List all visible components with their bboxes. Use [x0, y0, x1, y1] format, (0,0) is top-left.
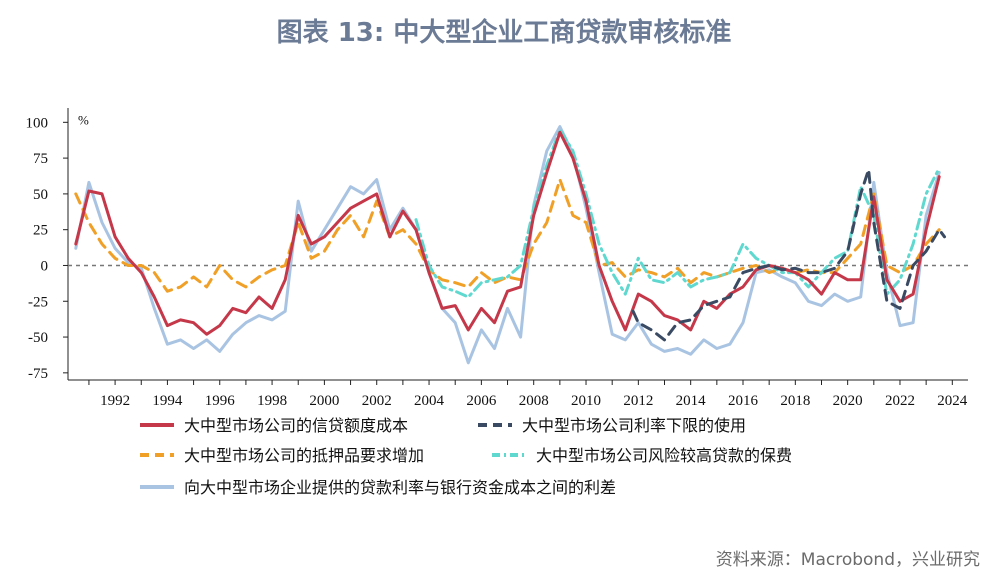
legend-label-4: 向大中型市场企业提供的贷款利率与银行资金成本之间的利差 [184, 478, 616, 497]
series-layer [74, 125, 946, 365]
series-line-2 [74, 178, 941, 293]
x-tick-label: 2006 [466, 393, 497, 409]
x-tick-label: 2012 [623, 393, 653, 409]
x-tick-label: 2022 [885, 393, 915, 409]
chart-axes: 100 75 50 25 0 -25 -50 -75% 1992 1994 1996 1998 2000… [26, 108, 968, 409]
y-tick-label: 100 [26, 115, 49, 131]
legend-label-3: 大中型市场公司风险较高贷款的保费 [536, 446, 792, 465]
y-unit-label: % [78, 112, 89, 127]
legend-label-2: 大中型市场公司的抵押品要求增加 [184, 446, 424, 465]
legend-label-1: 大中型市场公司利率下限的使用 [522, 416, 746, 435]
y-tick-label: 50 [33, 187, 48, 203]
x-tick-label: 1998 [257, 393, 287, 409]
x-tick-label: 2004 [414, 393, 445, 409]
x-tick-label: 1992 [100, 393, 130, 409]
x-tick-label: 2014 [676, 393, 707, 409]
y-tick-label: -25 [28, 294, 48, 310]
line-chart: 100 75 50 25 0 -25 -50 -75% 1992 1994 1996 1998 2000… [26, 108, 968, 497]
y-tick-label: 25 [33, 223, 48, 239]
x-tick-label: 2020 [833, 393, 863, 409]
y-tick-label: -50 [28, 330, 48, 346]
y-tick-label: -75 [28, 366, 48, 382]
y-tick-label: 0 [41, 258, 49, 274]
x-tick-label: 2010 [571, 393, 601, 409]
x-tick-label: 2000 [309, 393, 339, 409]
series-line-1 [631, 168, 946, 342]
y-tick-label: 75 [33, 151, 48, 167]
x-tick-label: 2008 [519, 393, 549, 409]
x-tick-label: 1996 [205, 393, 236, 409]
source-note: 资料来源：Macrobond，兴业研究 [715, 550, 980, 570]
legend: 大中型市场公司的信贷额度成本 大中型市场公司利率下限的使用大中型市场公司的抵押品要… [140, 416, 792, 497]
legend-label-0: 大中型市场公司的信贷额度成本 [184, 416, 408, 435]
x-tick-label: 2016 [728, 393, 759, 409]
x-tick-label: 2002 [362, 393, 392, 409]
chart-title: 图表 13: 中大型企业工商贷款审核标准 [276, 18, 732, 48]
x-tick-label: 2018 [780, 393, 810, 409]
x-tick-label: 2024 [937, 393, 968, 409]
x-tick-label: 1994 [152, 393, 183, 409]
series-line-0 [74, 130, 941, 336]
series-line-4 [74, 125, 941, 365]
